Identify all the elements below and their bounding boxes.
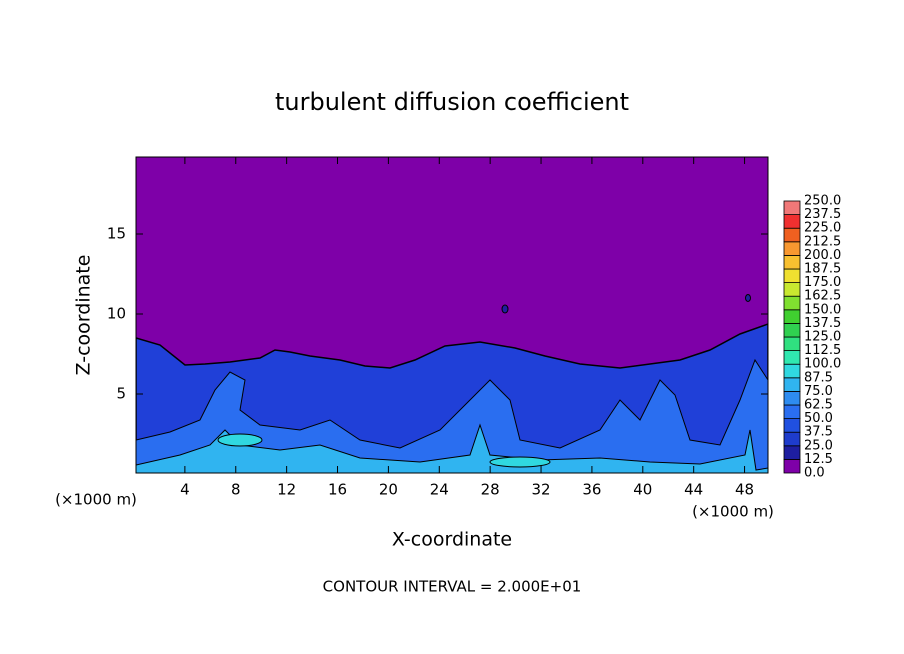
colorbar-label: 162.5: [804, 289, 841, 304]
colorbar-box: [783, 350, 801, 365]
colorbar-label: 87.5: [804, 370, 833, 385]
x-tick-label: 48: [735, 481, 754, 499]
x-tick-label: 32: [531, 481, 550, 499]
colorbar-box: [783, 363, 801, 379]
colorbar-box: [783, 241, 801, 256]
colorbar-label: 237.5: [804, 207, 841, 222]
colorbar-label: 100.0: [804, 357, 841, 372]
colorbar-box: [783, 227, 801, 243]
colorbar-label: 25.0: [804, 438, 833, 453]
colorbar-label: 225.0: [804, 221, 841, 236]
patch: [217, 433, 263, 447]
x-tick-label: 40: [633, 481, 652, 499]
x-tick-label: 24: [430, 481, 449, 499]
patch: [489, 456, 551, 468]
colorbar-box: [783, 322, 801, 338]
colorbar-box: [783, 431, 801, 447]
colorbar-box: [783, 268, 801, 284]
colorbar-label: 125.0: [804, 330, 841, 345]
colorbar-box: [783, 282, 801, 297]
footer: CONTOUR INTERVAL = 2.000E+01: [323, 578, 582, 596]
colorbar-label: 250.0: [804, 194, 841, 209]
colorbar-box: [783, 418, 801, 433]
colorbar-label: 37.5: [804, 425, 833, 440]
patch: [501, 304, 509, 314]
colorbar-box: [783, 200, 801, 216]
colorbar-box: [783, 377, 801, 392]
colorbar-label: 50.0: [804, 411, 833, 426]
chart-title: turbulent diffusion coefficient: [275, 88, 629, 116]
x-tick-label: 16: [328, 481, 347, 499]
colorbar-box: [783, 214, 801, 229]
x-tick-label: 28: [481, 481, 500, 499]
colorbar-label: 200.0: [804, 248, 841, 263]
x-tick-label: 36: [582, 481, 601, 499]
colorbar-label: 187.5: [804, 262, 841, 277]
colorbar-box: [783, 390, 801, 406]
colorbar-box: [783, 445, 801, 460]
colorbar-box: [783, 295, 801, 311]
colorbar-label: 137.5: [804, 316, 841, 331]
colorbar-box: [783, 309, 801, 324]
x-tick-label: 44: [684, 481, 703, 499]
y-tick-label: 10: [107, 305, 126, 323]
x-unit: (×1000 m): [692, 503, 774, 521]
x-tick-label: 20: [379, 481, 398, 499]
colorbar-label: 175.0: [804, 275, 841, 290]
x-axis-label: X-coordinate: [392, 529, 512, 551]
x-tick-label: 8: [231, 481, 241, 499]
colorbar-label: 212.5: [804, 234, 841, 249]
colorbar-label: 150.0: [804, 302, 841, 317]
y-axis-label: Z-coordinate: [73, 255, 95, 376]
colorbar-box: [783, 336, 801, 352]
plot-frame: [135, 156, 769, 474]
colorbar-label: 75.0: [804, 384, 833, 399]
y-tick-label: 15: [107, 225, 126, 243]
x-unit: (×1000 m): [55, 491, 137, 509]
colorbar-box: [783, 458, 801, 474]
contour-field: [136, 157, 768, 473]
patch: [745, 294, 751, 302]
colorbar-label: 0.0: [804, 466, 825, 481]
colorbar-label: 12.5: [804, 452, 833, 467]
y-tick-label: 5: [116, 385, 126, 403]
mid-layer: [136, 358, 768, 473]
colorbar-box: [783, 404, 801, 420]
colorbar-box: [783, 254, 801, 270]
x-tick-label: 4: [180, 481, 190, 499]
colorbar-label: 62.5: [804, 398, 833, 413]
x-tick-label: 12: [277, 481, 296, 499]
colorbar-label: 112.5: [804, 343, 841, 358]
